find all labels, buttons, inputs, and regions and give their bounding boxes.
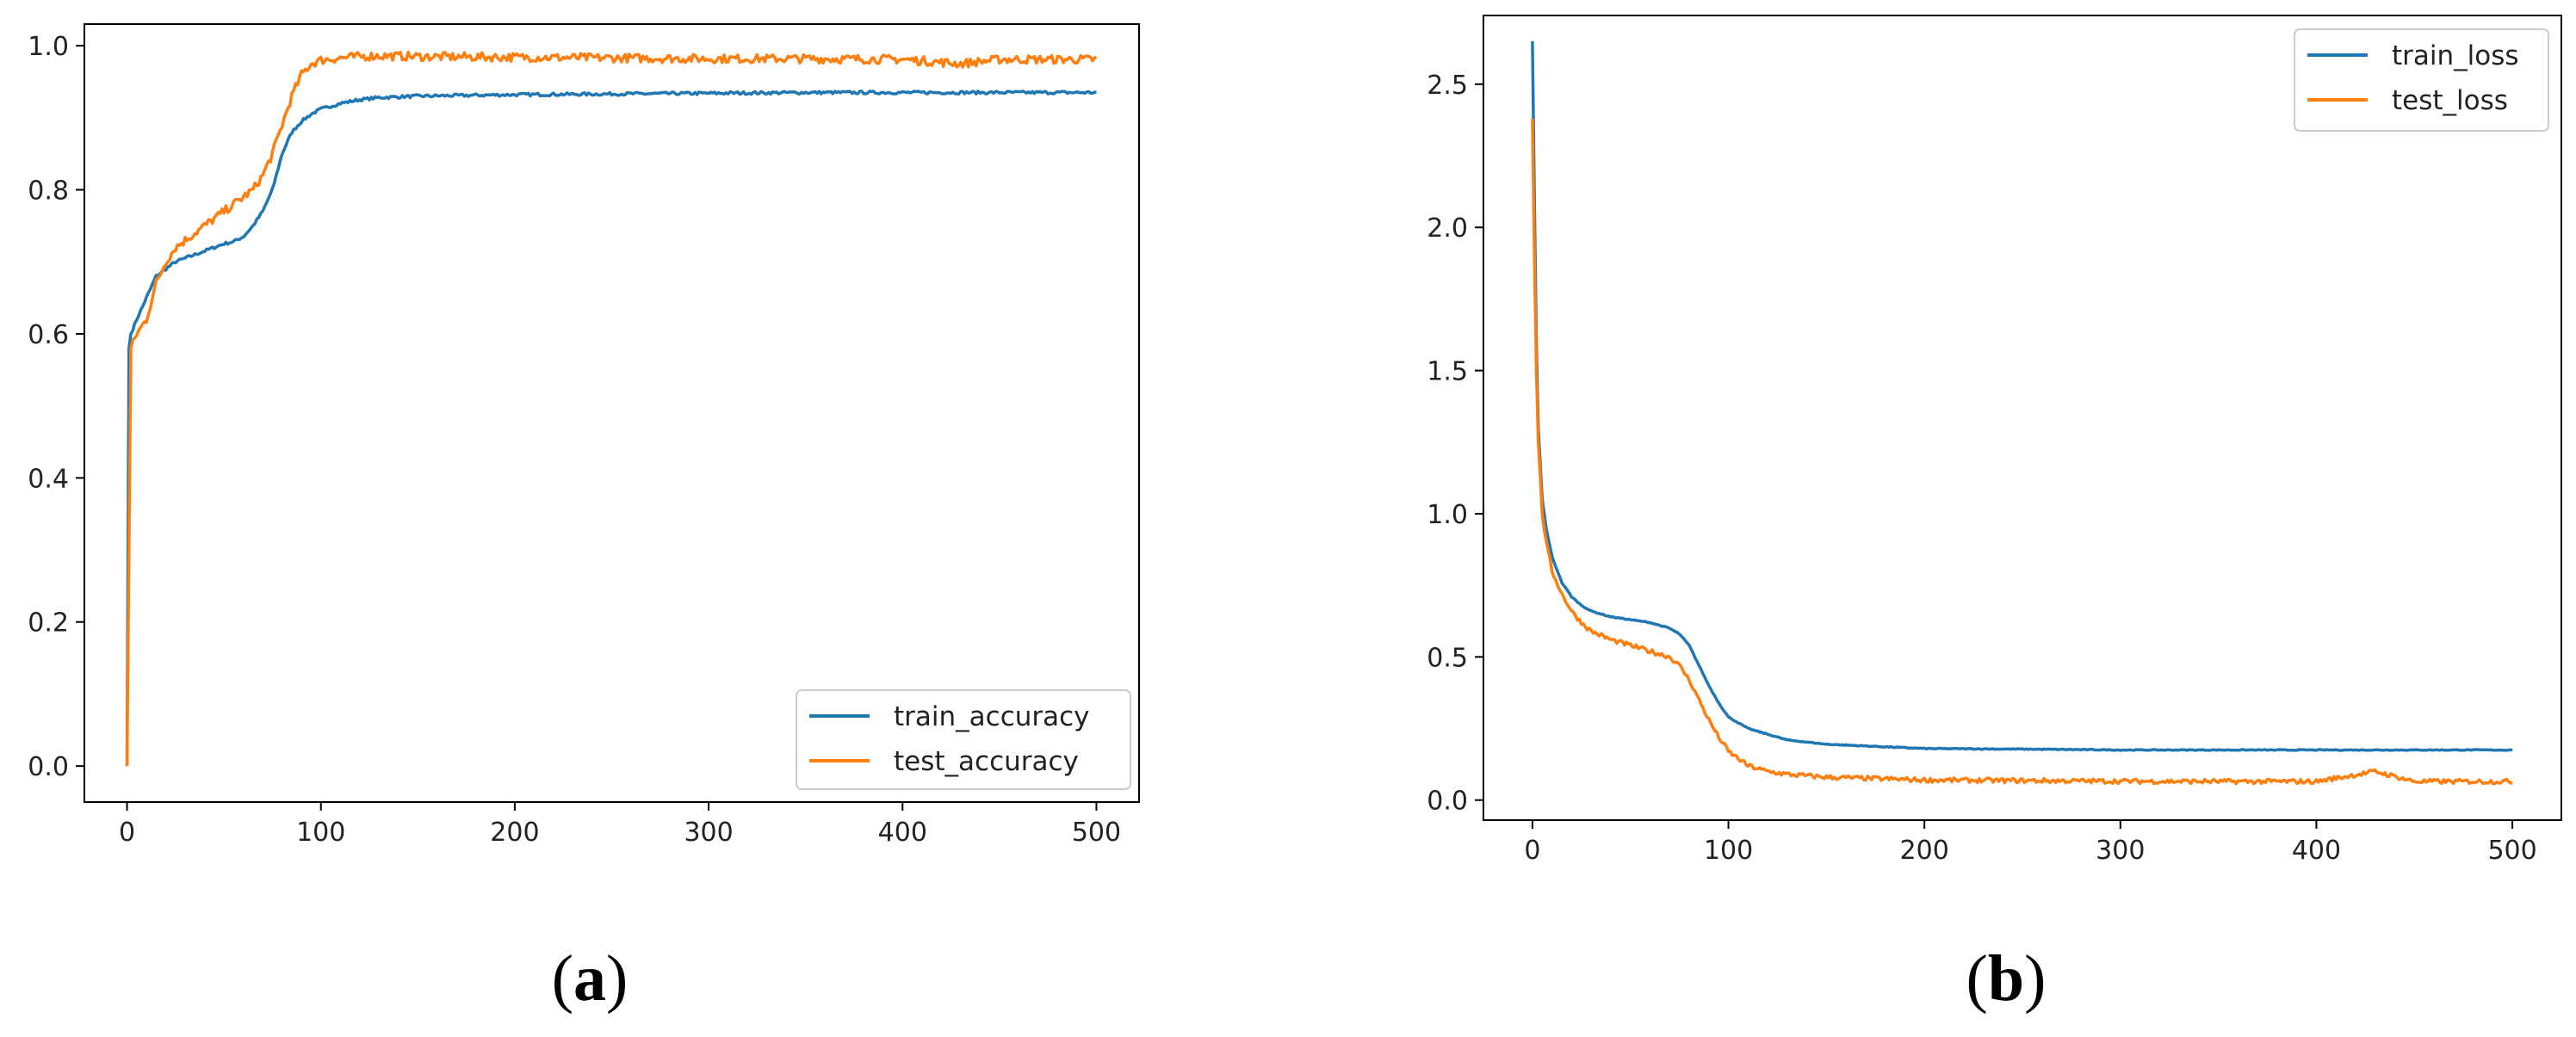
chart-a-plot-area <box>84 23 1140 803</box>
x-tick-label: 400 <box>2292 836 2341 866</box>
y-tick-label: 0.0 <box>1427 787 1468 817</box>
y-tick-label: 2.0 <box>1427 213 1468 244</box>
legend-label-test-loss: test_loss <box>2392 85 2508 116</box>
y-tick-label: 0.6 <box>28 320 69 350</box>
x-tick-label: 300 <box>2096 836 2145 866</box>
panel-label-b-letter: b <box>1988 942 2024 1015</box>
y-tick-label: 1.0 <box>28 32 69 62</box>
panel-label-a-letter: a <box>573 942 606 1015</box>
x-tick-label: 300 <box>684 818 733 848</box>
y-tick-label: 0.2 <box>28 608 69 639</box>
chart-a-ticks: 0 100 200 300 400 500 0.0 0.2 0.4 0.6 0.8 1.0 <box>28 32 1121 848</box>
x-tick-label: 100 <box>296 818 345 848</box>
y-tick-label: 0.4 <box>28 464 69 494</box>
y-tick-label: 0.5 <box>1427 643 1468 673</box>
chart-a-legend: train_accuracy test_accuracy <box>796 689 1131 790</box>
x-tick-label: 400 <box>878 818 927 848</box>
chart-b-legend: train_loss test_loss <box>2294 28 2549 132</box>
chart-b: 0 100 200 300 400 500 0.0 0.5 1.0 1.5 2.0 2.5 train… <box>1427 15 2562 866</box>
x-tick-label: 200 <box>1900 836 1949 866</box>
x-tick-label: 500 <box>2487 836 2536 866</box>
x-tick-label: 0 <box>119 818 135 848</box>
chart-a: 0 100 200 300 400 500 0.0 0.2 0.4 0.6 0.8 1.0 train… <box>28 23 1140 848</box>
y-tick-label: 1.5 <box>1427 357 1468 387</box>
panel-label-a: (a) <box>552 942 629 1015</box>
chart-b-series <box>1531 40 2513 786</box>
y-tick-label: 1.0 <box>1427 500 1468 530</box>
y-tick-label: 0.8 <box>28 176 69 207</box>
x-tick-label: 0 <box>1524 836 1540 866</box>
legend-box <box>796 689 1131 790</box>
panel-label-b: (b) <box>1966 942 2047 1015</box>
legend-label-train-accuracy: train_accuracy <box>894 701 1090 732</box>
x-tick-label: 200 <box>490 818 539 848</box>
series-line-train-loss <box>1531 40 2513 752</box>
legend-label-train-loss: train_loss <box>2392 40 2519 71</box>
chart-b-ticks: 0 100 200 300 400 500 0.0 0.5 1.0 1.5 2.0 2.5 <box>1427 71 2536 866</box>
legend-label-test-accuracy: test_accuracy <box>894 746 1079 777</box>
x-tick-label: 100 <box>1704 836 1753 866</box>
series-line-test-accuracy <box>125 50 1098 767</box>
series-line-test-loss <box>1531 118 2513 786</box>
y-tick-label: 0.0 <box>28 752 69 782</box>
x-tick-label: 500 <box>1072 818 1121 848</box>
chart-b-plot-area <box>1483 15 2562 821</box>
chart-a-series <box>125 50 1098 767</box>
series-line-train-accuracy <box>125 90 1097 767</box>
y-tick-label: 2.5 <box>1427 71 1468 101</box>
